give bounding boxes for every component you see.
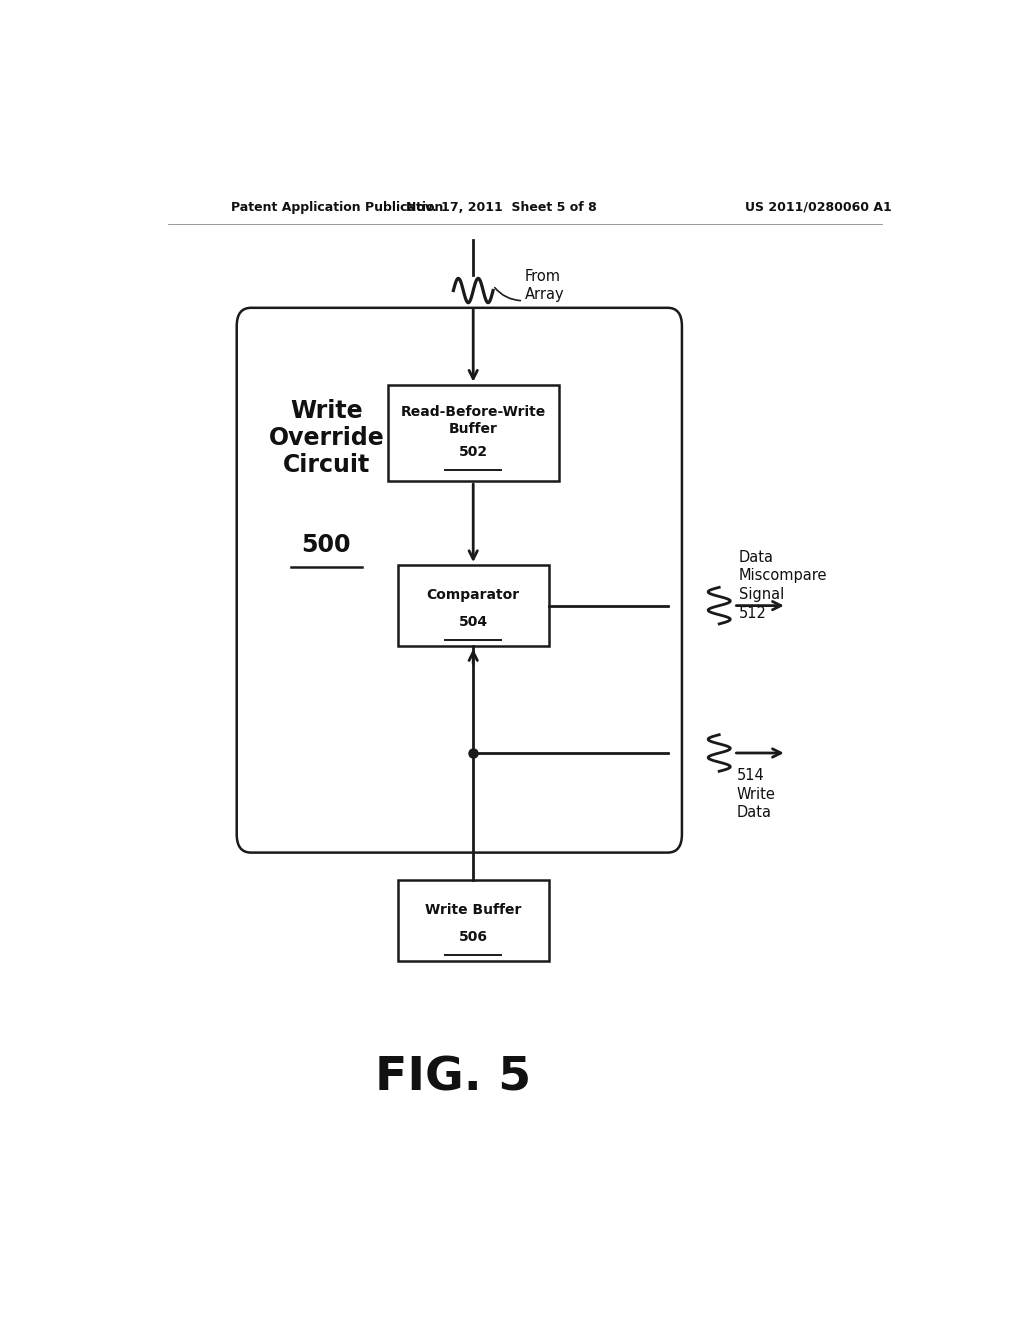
Text: Patent Application Publication: Patent Application Publication: [231, 201, 443, 214]
Text: Write
Override
Circuit: Write Override Circuit: [268, 399, 384, 477]
Text: Write Buffer: Write Buffer: [425, 903, 521, 917]
Text: From
Array: From Array: [524, 269, 564, 302]
Text: 514
Write
Data: 514 Write Data: [736, 768, 775, 821]
Text: Comparator: Comparator: [427, 587, 520, 602]
Text: US 2011/0280060 A1: US 2011/0280060 A1: [745, 201, 892, 214]
Text: 506: 506: [459, 931, 487, 944]
Bar: [388, 384, 558, 480]
Text: 504: 504: [459, 615, 487, 628]
Text: Data
Miscompare
Signal
512: Data Miscompare Signal 512: [739, 549, 827, 620]
Text: Read-Before-Write
Buffer: Read-Before-Write Buffer: [400, 405, 546, 436]
Text: 502: 502: [459, 445, 487, 459]
Text: Nov. 17, 2011  Sheet 5 of 8: Nov. 17, 2011 Sheet 5 of 8: [406, 201, 596, 214]
Bar: [397, 880, 549, 961]
Bar: [397, 565, 549, 647]
Text: FIG. 5: FIG. 5: [376, 1056, 531, 1101]
Text: 500: 500: [302, 533, 351, 557]
